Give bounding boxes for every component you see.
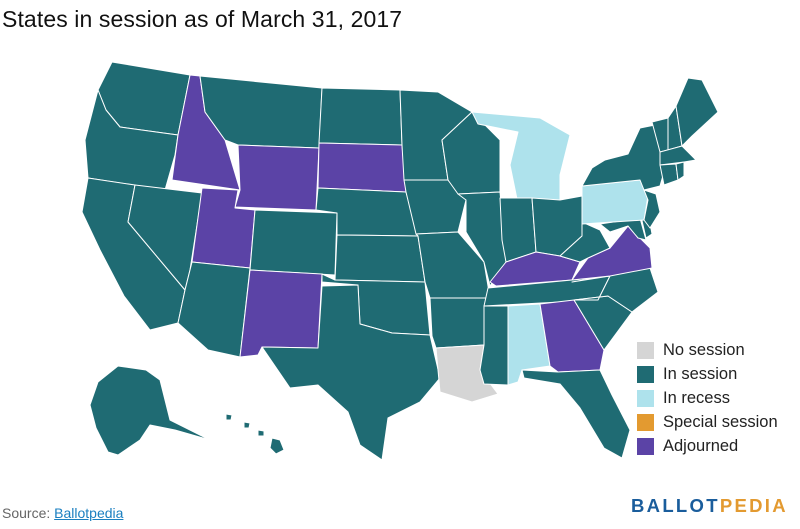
legend: No session In session In recess Special …: [637, 338, 778, 458]
ballotpedia-logo: BALLOTPEDIA: [631, 495, 788, 517]
state-hi-maui[interactable]: [257, 429, 265, 437]
legend-swatch: [637, 413, 654, 431]
state-hi-oahu[interactable]: [243, 421, 251, 429]
state-hi-big[interactable]: [269, 437, 285, 455]
logo-part-pedia: PEDIA: [719, 495, 788, 516]
source-note: Source: Ballotpedia: [2, 505, 123, 521]
state-nc[interactable]: [571, 267, 659, 313]
legend-item-in-recess: In recess: [637, 386, 778, 410]
source-link[interactable]: Ballotpedia: [54, 505, 124, 521]
state-sd[interactable]: [317, 142, 407, 193]
state-in[interactable]: [499, 197, 537, 263]
state-pa[interactable]: [581, 179, 649, 225]
legend-item-in-session: In session: [637, 362, 778, 386]
legend-label: In session: [663, 364, 738, 383]
state-nd[interactable]: [318, 87, 403, 146]
us-map: [81, 61, 719, 461]
state-wv[interactable]: [559, 221, 611, 263]
state-ny[interactable]: [581, 123, 665, 191]
legend-swatch: [637, 389, 654, 407]
legend-swatch: [637, 365, 654, 383]
legend-label: Special session: [663, 412, 778, 431]
state-ar[interactable]: [429, 297, 491, 349]
map-title: States in session as of March 31, 2017: [2, 6, 403, 32]
state-nm[interactable]: [239, 269, 323, 358]
legend-label: No session: [663, 340, 745, 359]
legend-label: Adjourned: [663, 436, 739, 455]
state-az[interactable]: [177, 261, 251, 358]
state-ak[interactable]: [89, 365, 211, 456]
state-me[interactable]: [675, 77, 719, 147]
state-co[interactable]: [249, 209, 338, 276]
logo-part-ballot: BALLOT: [631, 495, 720, 516]
legend-swatch: [637, 341, 654, 359]
state-tx[interactable]: [261, 284, 441, 461]
state-ms[interactable]: [479, 305, 509, 386]
legend-label: In recess: [663, 388, 730, 407]
state-ma[interactable]: [659, 145, 697, 166]
state-nj[interactable]: [643, 189, 661, 229]
state-ks[interactable]: [334, 234, 426, 283]
legend-swatch: [637, 437, 654, 455]
source-prefix: Source:: [2, 505, 55, 521]
state-hi-kauai[interactable]: [225, 413, 233, 421]
legend-item-no-session: No session: [637, 338, 778, 362]
state-fl[interactable]: [521, 369, 631, 459]
state-ri[interactable]: [675, 161, 685, 181]
legend-item-adjourned: Adjourned: [637, 434, 778, 458]
legend-item-special-session: Special session: [637, 410, 778, 434]
state-ct[interactable]: [659, 163, 679, 186]
state-wy[interactable]: [234, 144, 320, 211]
